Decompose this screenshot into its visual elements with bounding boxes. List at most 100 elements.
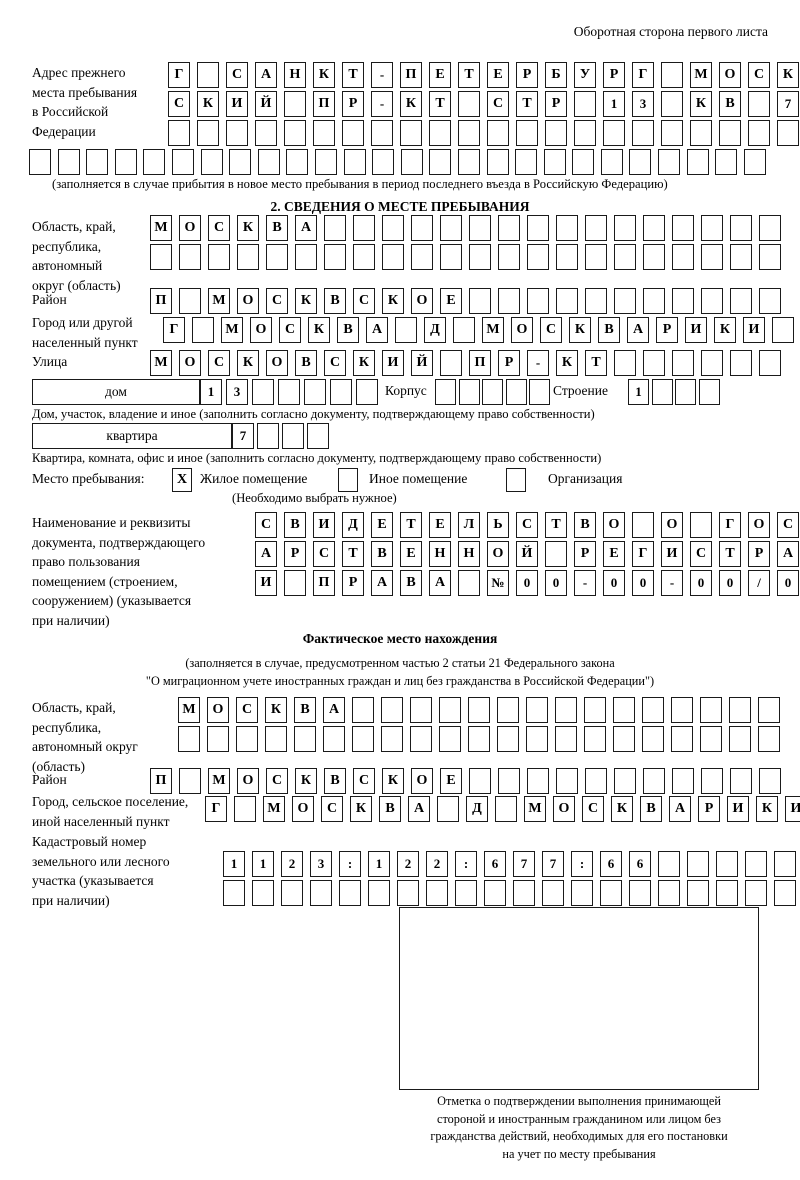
grid-cell[interactable] — [207, 726, 229, 752]
grid-cell[interactable]: Е — [603, 541, 625, 567]
grid-cell[interactable] — [439, 697, 461, 723]
grid-cell[interactable] — [457, 149, 480, 175]
grid-cell[interactable]: 1 — [628, 379, 649, 405]
grid-cell[interactable]: 7 — [232, 423, 254, 449]
grid-cell[interactable] — [257, 149, 280, 175]
grid-cell[interactable] — [192, 317, 214, 343]
grid-cell[interactable]: 3 — [310, 851, 332, 877]
grid-cell[interactable] — [440, 244, 462, 270]
grid-cell[interactable]: Г — [163, 317, 185, 343]
grid-cell[interactable] — [700, 697, 722, 723]
grid-cell[interactable] — [672, 215, 694, 241]
grid-cell[interactable]: С — [226, 62, 248, 88]
grid-cell[interactable]: П — [400, 62, 422, 88]
grid-cell[interactable]: Л — [458, 512, 480, 538]
grid-cell[interactable] — [515, 149, 538, 175]
grid-cell[interactable] — [468, 697, 490, 723]
grid-cell[interactable]: М — [208, 768, 230, 794]
grid-cell[interactable]: О — [661, 512, 683, 538]
grid-cell[interactable]: И — [313, 512, 335, 538]
grid-cell[interactable]: Т — [429, 91, 451, 117]
grid-cell[interactable]: Р — [603, 62, 625, 88]
grid-cell[interactable] — [614, 244, 636, 270]
grid-cell[interactable]: С — [353, 288, 375, 314]
grid-cell[interactable] — [661, 120, 683, 146]
grid-cell[interactable]: И — [661, 541, 683, 567]
grid-cell[interactable] — [469, 215, 491, 241]
grid-cell[interactable] — [439, 726, 461, 752]
grid-cell[interactable] — [643, 215, 665, 241]
grid-cell[interactable]: И — [226, 91, 248, 117]
grid-cell[interactable]: И — [255, 570, 277, 596]
grid-cell[interactable] — [458, 91, 480, 117]
grid-cell[interactable]: - — [574, 570, 596, 596]
grid-cell[interactable] — [730, 244, 752, 270]
grid-cell[interactable] — [252, 880, 274, 906]
grid-cell[interactable] — [584, 697, 606, 723]
grid-cell[interactable] — [614, 288, 636, 314]
grid-cell[interactable] — [759, 244, 781, 270]
actual-region-row-2[interactable] — [178, 726, 780, 752]
grid-cell[interactable] — [324, 244, 346, 270]
grid-cell[interactable] — [758, 726, 780, 752]
grid-cell[interactable]: Е — [400, 541, 422, 567]
grid-cell[interactable] — [715, 149, 738, 175]
grid-cell[interactable] — [469, 288, 491, 314]
grid-cell[interactable] — [574, 120, 596, 146]
grid-cell[interactable]: 0 — [545, 570, 567, 596]
grid-cell[interactable] — [356, 379, 378, 405]
grid-cell[interactable]: С — [777, 512, 799, 538]
grid-cell[interactable] — [411, 215, 433, 241]
grid-cell[interactable] — [585, 244, 607, 270]
grid-cell[interactable]: А — [777, 541, 799, 567]
grid-cell[interactable] — [614, 768, 636, 794]
grid-cell[interactable]: О — [748, 512, 770, 538]
grid-cell[interactable]: М — [150, 350, 172, 376]
grid-cell[interactable] — [143, 149, 166, 175]
grid-cell[interactable]: 0 — [719, 570, 741, 596]
grid-cell[interactable] — [229, 149, 252, 175]
grid-cell[interactable]: 3 — [632, 91, 654, 117]
grid-cell[interactable] — [729, 697, 751, 723]
grid-cell[interactable]: В — [379, 796, 401, 822]
grid-cell[interactable] — [759, 215, 781, 241]
grid-cell[interactable] — [294, 726, 316, 752]
grid-cell[interactable] — [314, 149, 337, 175]
grid-cell[interactable]: С — [266, 768, 288, 794]
grid-cell[interactable] — [658, 880, 680, 906]
doc-row-2[interactable]: АРСТВЕННОЙРЕГИСТРАЦИ — [255, 541, 800, 567]
grid-cell[interactable] — [342, 120, 364, 146]
grid-cell[interactable]: К — [350, 796, 372, 822]
grid-cell[interactable]: Г — [205, 796, 227, 822]
grid-cell[interactable] — [498, 768, 520, 794]
grid-cell[interactable] — [469, 768, 491, 794]
grid-cell[interactable]: С — [321, 796, 343, 822]
grid-cell[interactable] — [743, 149, 766, 175]
grid-cell[interactable] — [458, 379, 480, 405]
grid-cell[interactable]: С — [324, 350, 346, 376]
grid-cell[interactable] — [774, 880, 796, 906]
grid-cell[interactable]: : — [455, 851, 477, 877]
grid-cell[interactable] — [168, 120, 190, 146]
grid-cell[interactable] — [614, 215, 636, 241]
grid-cell[interactable] — [643, 288, 665, 314]
grid-cell[interactable] — [748, 120, 770, 146]
grid-cell[interactable] — [237, 244, 259, 270]
grid-cell[interactable]: И — [743, 317, 765, 343]
grid-cell[interactable]: К — [756, 796, 778, 822]
grid-cell[interactable]: С — [168, 91, 190, 117]
grid-cell[interactable] — [555, 726, 577, 752]
grid-cell[interactable]: 0 — [690, 570, 712, 596]
grid-cell[interactable] — [574, 91, 596, 117]
grid-cell[interactable]: В — [719, 91, 741, 117]
grid-cell[interactable] — [758, 697, 780, 723]
grid-cell[interactable] — [542, 880, 564, 906]
grid-cell[interactable]: Р — [656, 317, 678, 343]
grid-cell[interactable]: А — [255, 541, 277, 567]
